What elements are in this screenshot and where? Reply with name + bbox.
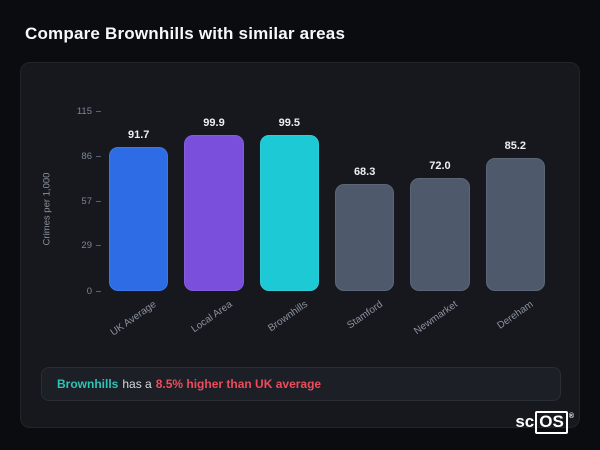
brand-logo: sc OS ® xyxy=(515,411,574,434)
bar-column: 72.0 Newmarket xyxy=(410,91,470,337)
bar-value-label: 99.5 xyxy=(278,117,301,130)
bar-local-area[interactable] xyxy=(184,134,244,291)
bar-uk-average[interactable] xyxy=(109,147,169,291)
y-tick-mark xyxy=(96,110,101,112)
x-axis-label: Dereham xyxy=(495,299,536,332)
y-tick-label: 0 xyxy=(57,285,101,297)
bar-value-label: 85.2 xyxy=(504,139,527,152)
bar-value-label: 72.0 xyxy=(429,160,451,173)
y-tick-mark xyxy=(96,290,101,292)
bar-dereham[interactable] xyxy=(485,157,545,291)
bar-column: 99.5 Brownhills xyxy=(259,91,319,334)
bar-column: 99.9 Local Area xyxy=(184,91,244,335)
plot-area: 91.7 UK Average 99.9 Local Area 99.5 Brownhil… xyxy=(109,91,545,339)
bar-value-label: 68.3 xyxy=(353,166,376,179)
bar-column: 68.3 Stamford xyxy=(334,91,395,331)
note-highlight-text: 8.5% higher than UK average xyxy=(155,377,322,391)
x-axis-label: UK Average xyxy=(109,299,159,339)
brand-boxed-text: OS xyxy=(535,411,568,434)
bar-chart: Crimes per 1,000 0 29 57 86 115 91.7 UK Avera… xyxy=(42,91,545,339)
bar-brownhills[interactable] xyxy=(259,135,319,291)
x-axis-label: Stamford xyxy=(345,299,385,332)
chart-card: Crimes per 1,000 0 29 57 86 115 91.7 UK Avera… xyxy=(20,62,580,428)
bar-value-label: 99.9 xyxy=(203,116,225,129)
y-tick-label: 57 xyxy=(57,196,101,208)
y-axis-label: Crimes per 1,000 xyxy=(41,172,53,246)
y-tick-mark xyxy=(96,245,101,247)
y-tick-label: 115 xyxy=(57,105,101,117)
note-area-name: Brownhills xyxy=(57,377,119,391)
y-tick-mark xyxy=(96,201,101,203)
page-title: Compare Brownhills with similar areas xyxy=(25,24,346,43)
x-axis-label: Local Area xyxy=(189,299,235,336)
bar-newmarket[interactable] xyxy=(410,178,470,291)
bar-column: 85.2 Dereham xyxy=(485,91,545,332)
note-middle-text: has a xyxy=(122,377,152,391)
registered-mark-icon: ® xyxy=(568,413,574,421)
bar-column: 91.7 UK Average xyxy=(109,91,169,339)
y-axis: 0 29 57 86 115 xyxy=(57,106,101,297)
x-axis-label: Brownhills xyxy=(265,299,310,335)
summary-note: Brownhills has a 8.5% higher than UK ave… xyxy=(41,367,561,401)
y-tick-label: 86 xyxy=(57,150,101,162)
bar-stamford[interactable] xyxy=(334,184,395,291)
x-axis-label: Newmarket xyxy=(412,299,461,338)
y-tick-label: 29 xyxy=(57,240,101,252)
y-tick-mark xyxy=(96,155,101,157)
bar-value-label: 91.7 xyxy=(127,129,150,142)
brand-prefix: sc xyxy=(515,412,535,432)
